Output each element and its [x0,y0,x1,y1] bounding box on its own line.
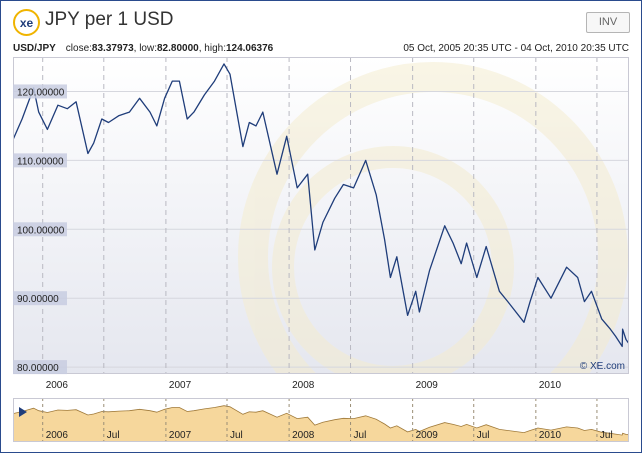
navigator-tick-label-2: 2007 [169,430,192,441]
grid [13,57,629,374]
y-tick-label-0: 80.00000 [13,360,67,375]
logo-text: xe [20,16,34,30]
plot-border [13,57,629,374]
navigator-grid [42,398,598,442]
navigator-start-handle[interactable] [19,407,27,417]
close-value: 83.37973 [91,43,134,54]
x-tick-label-2: 2008 [292,380,315,390]
range-navigator[interactable]: 2006 Jul 2007 Jul 2008 Jul 2009 Jul 2010 Jul [13,398,629,442]
exchange-rate-line [13,63,629,348]
navigator-tick-label-6: 2009 [416,430,439,441]
x-tick-label-3: 2009 [416,380,439,390]
navigator-tick-label-9: Jul [600,430,613,441]
navigator-tick-label-1: Jul [107,430,120,441]
navigator-tick-label-3: Jul [230,430,243,441]
navigator-area [13,405,629,442]
navigator-tick-label-0: 2006 [46,430,69,441]
x-tick-label-4: 2010 [539,380,562,390]
navigator-tick-label-8: 2010 [539,430,562,441]
svg-text:120.00000: 120.00000 [17,87,65,98]
high-label: high: [204,43,226,54]
y-tick-label-1: 90.00000 [13,291,67,306]
svg-text:100.00000: 100.00000 [17,225,65,236]
main-chart[interactable]: 80.00000 90.00000 100.00000 110.00000 120.00… [13,57,629,390]
navigator-border [13,398,629,442]
low-label: low: [139,43,157,54]
close-label: close: [65,43,92,54]
svg-text:90.00000: 90.00000 [17,294,59,305]
invert-button[interactable]: INV [586,12,630,33]
watermark [238,62,628,374]
svg-text:110.00000: 110.00000 [17,156,64,167]
date-range: 05 Oct, 2005 20:35 UTC - 04 Oct, 2010 20… [403,43,629,54]
y-tick-label-3: 110.00000 [13,153,67,168]
info-bar: USD/JPY close:83.37973, low:82.80000, hig… [13,43,629,54]
svg-text:80.00000: 80.00000 [17,363,59,374]
low-value: 82.80000 [157,43,199,54]
navigator-tick-label-5: Jul [354,430,367,441]
high-value: 124.06376 [225,43,274,54]
currency-pair: USD/JPY [13,43,56,54]
chart-title: JPY per 1 USD [45,9,174,30]
navigator-tick-label-7: Jul [477,430,490,441]
navigator-tick-label-4: 2008 [292,430,315,441]
xe-logo: xe [13,9,40,36]
y-tick-label-2: 100.00000 [13,222,67,237]
copyright-text: © XE.com [580,361,625,372]
x-tick-label-1: 2007 [169,380,192,390]
x-tick-label-0: 2006 [46,380,69,390]
y-tick-label-4: 120.00000 [13,84,67,99]
